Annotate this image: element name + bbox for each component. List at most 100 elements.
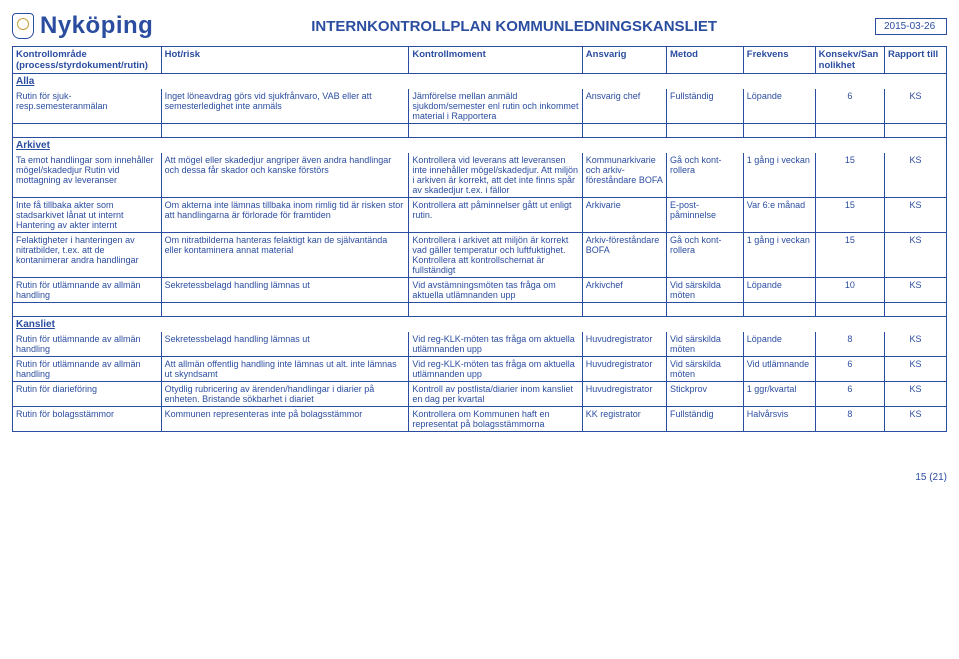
cell-frekvens: Löpande bbox=[743, 332, 815, 357]
col-konsekv: Konsekv/Sannolikhet bbox=[815, 47, 884, 74]
cell-konsekv: 8 bbox=[815, 332, 884, 357]
cell-ansvarig: KK registrator bbox=[582, 407, 666, 432]
cell-moment: Kontrollera om Kommunen haft en represen… bbox=[409, 407, 582, 432]
cell-moment: Kontrollera i arkivet att miljön är korr… bbox=[409, 233, 582, 278]
cell-rapport: KS bbox=[885, 332, 947, 357]
table-row: Rutin för sjuk-resp.semesteranmälanInget… bbox=[13, 89, 947, 124]
cell-moment: Jämförelse mellan anmäld sjukdom/semeste… bbox=[409, 89, 582, 124]
cell-metod: Stickprov bbox=[667, 382, 744, 407]
cell-ansvarig: Huvudregistrator bbox=[582, 382, 666, 407]
cell-konsekv: 15 bbox=[815, 198, 884, 233]
cell-risk: Kommunen representeras inte på bolagsstä… bbox=[161, 407, 409, 432]
col-risk: Hot/risk bbox=[161, 47, 409, 74]
cell-area: Felaktigheter i hanteringen av nitratbil… bbox=[13, 233, 162, 278]
cell-moment: Kontrollera vid leverans att leveransen … bbox=[409, 153, 582, 198]
cell-frekvens: Vid utlämnande bbox=[743, 357, 815, 382]
col-area: Kontrollområde (process/styrdokument/rut… bbox=[13, 47, 162, 74]
cell-area: Rutin för utlämnande av allmän handling bbox=[13, 332, 162, 357]
cell-moment: Vid reg-KLK-möten tas fråga om aktuella … bbox=[409, 357, 582, 382]
table-header-row: Kontrollområde (process/styrdokument/rut… bbox=[13, 47, 947, 74]
cell-area: Rutin för utlämnande av allmän handling bbox=[13, 278, 162, 303]
cell-metod: Gå och kont-rollera bbox=[667, 153, 744, 198]
cell-risk: Om akterna inte lämnas tillbaka inom rim… bbox=[161, 198, 409, 233]
cell-area: Ta emot handlingar som innehåller mögel/… bbox=[13, 153, 162, 198]
cell-konsekv: 8 bbox=[815, 407, 884, 432]
table-row: Rutin för utlämnande av allmän handlingA… bbox=[13, 357, 947, 382]
cell-frekvens: Var 6:e månad bbox=[743, 198, 815, 233]
cell-area: Rutin för sjuk-resp.semesteranmälan bbox=[13, 89, 162, 124]
cell-metod: Fullständig bbox=[667, 407, 744, 432]
col-rapport: Rapport till bbox=[885, 47, 947, 74]
table-row: Inte få tillbaka akter som stadsarkivet … bbox=[13, 198, 947, 233]
cell-area: Rutin för bolagsstämmor bbox=[13, 407, 162, 432]
control-plan-table: Kontrollområde (process/styrdokument/rut… bbox=[12, 46, 947, 432]
cell-rapport: KS bbox=[885, 278, 947, 303]
cell-metod: Vid särskilda möten bbox=[667, 278, 744, 303]
crest-icon bbox=[12, 13, 34, 39]
cell-frekvens: 1 gång i veckan bbox=[743, 153, 815, 198]
document-date: 2015-03-26 bbox=[875, 18, 947, 35]
section-name: Arkivet bbox=[13, 138, 947, 154]
section-row: Arkivet bbox=[13, 138, 947, 154]
cell-ansvarig: Arkiv-föreståndare BOFA bbox=[582, 233, 666, 278]
cell-konsekv: 6 bbox=[815, 357, 884, 382]
cell-konsekv: 10 bbox=[815, 278, 884, 303]
col-ansvarig: Ansvarig bbox=[582, 47, 666, 74]
cell-risk: Att mögel eller skadedjur angriper även … bbox=[161, 153, 409, 198]
cell-metod: Gå och kont-rollera bbox=[667, 233, 744, 278]
section-row: Kansliet bbox=[13, 317, 947, 333]
cell-moment: Kontrollera att påminnelser gått ut enli… bbox=[409, 198, 582, 233]
table-row: Rutin för utlämnande av allmän handlingS… bbox=[13, 332, 947, 357]
document-header: Nyköping INTERNKONTROLLPLAN KOMMUNLEDNIN… bbox=[12, 12, 947, 40]
cell-rapport: KS bbox=[885, 198, 947, 233]
logo-area: Nyköping bbox=[12, 12, 153, 40]
cell-ansvarig: Arkivarie bbox=[582, 198, 666, 233]
cell-rapport: KS bbox=[885, 407, 947, 432]
cell-frekvens: 1 ggr/kvartal bbox=[743, 382, 815, 407]
cell-frekvens: Löpande bbox=[743, 89, 815, 124]
spacer-row bbox=[13, 303, 947, 317]
cell-ansvarig: Arkivchef bbox=[582, 278, 666, 303]
table-row: Rutin för bolagsstämmorKommunen represen… bbox=[13, 407, 947, 432]
section-row: Alla bbox=[13, 74, 947, 90]
page-footer: 15 (21) bbox=[12, 472, 947, 483]
cell-frekvens: Löpande bbox=[743, 278, 815, 303]
table-row: Rutin för utlämnande av allmän handlingS… bbox=[13, 278, 947, 303]
cell-frekvens: Halvårsvis bbox=[743, 407, 815, 432]
spacer-row bbox=[13, 124, 947, 138]
cell-moment: Vid reg-KLK-möten tas fråga om aktuella … bbox=[409, 332, 582, 357]
cell-area: Rutin för diarieföring bbox=[13, 382, 162, 407]
cell-ansvarig: Ansvarig chef bbox=[582, 89, 666, 124]
cell-konsekv: 6 bbox=[815, 382, 884, 407]
col-frekvens: Frekvens bbox=[743, 47, 815, 74]
cell-risk: Att allmän offentlig handling inte lämna… bbox=[161, 357, 409, 382]
cell-moment: Kontroll av postlista/diarier inom kansl… bbox=[409, 382, 582, 407]
document-title: INTERNKONTROLLPLAN KOMMUNLEDNINGSKANSLIE… bbox=[153, 18, 875, 35]
cell-konsekv: 6 bbox=[815, 89, 884, 124]
col-metod: Metod bbox=[667, 47, 744, 74]
table-row: Ta emot handlingar som innehåller mögel/… bbox=[13, 153, 947, 198]
cell-risk: Om nitratbilderna hanteras felaktigt kan… bbox=[161, 233, 409, 278]
cell-konsekv: 15 bbox=[815, 233, 884, 278]
cell-frekvens: 1 gång i veckan bbox=[743, 233, 815, 278]
col-moment: Kontrollmoment bbox=[409, 47, 582, 74]
cell-rapport: KS bbox=[885, 233, 947, 278]
cell-rapport: KS bbox=[885, 382, 947, 407]
cell-risk: Otydlig rubricering av ärenden/handlinga… bbox=[161, 382, 409, 407]
cell-metod: E-post-påminnelse bbox=[667, 198, 744, 233]
cell-ansvarig: Huvudregistrator bbox=[582, 357, 666, 382]
cell-area: Inte få tillbaka akter som stadsarkivet … bbox=[13, 198, 162, 233]
cell-rapport: KS bbox=[885, 357, 947, 382]
cell-metod: Vid särskilda möten bbox=[667, 332, 744, 357]
cell-ansvarig: Kommunarkivarie och arkiv-föreståndare B… bbox=[582, 153, 666, 198]
brand-name: Nyköping bbox=[40, 12, 153, 40]
section-name: Alla bbox=[13, 74, 947, 90]
cell-konsekv: 15 bbox=[815, 153, 884, 198]
cell-area: Rutin för utlämnande av allmän handling bbox=[13, 357, 162, 382]
cell-metod: Fullständig bbox=[667, 89, 744, 124]
cell-metod: Vid särskilda möten bbox=[667, 357, 744, 382]
table-row: Felaktigheter i hanteringen av nitratbil… bbox=[13, 233, 947, 278]
cell-moment: Vid avstämningsmöten tas fråga om aktuel… bbox=[409, 278, 582, 303]
cell-risk: Inget löneavdrag görs vid sjukfrånvaro, … bbox=[161, 89, 409, 124]
cell-risk: Sekretessbelagd handling lämnas ut bbox=[161, 278, 409, 303]
